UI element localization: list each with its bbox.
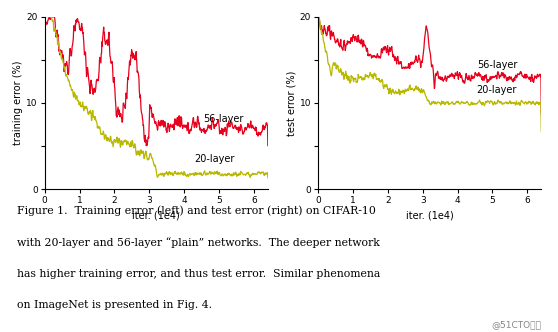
Text: 20-layer: 20-layer [195, 154, 235, 164]
Text: has higher training error, and thus test error.  Similar phenomena: has higher training error, and thus test… [17, 269, 380, 279]
X-axis label: iter. (1e4): iter. (1e4) [132, 211, 180, 221]
Text: on ImageNet is presented in Fig. 4.: on ImageNet is presented in Fig. 4. [17, 300, 211, 310]
Y-axis label: test error (%): test error (%) [287, 70, 297, 135]
Text: 56-layer: 56-layer [477, 60, 517, 70]
Y-axis label: training error (%): training error (%) [13, 61, 23, 145]
Text: 20-layer: 20-layer [477, 85, 517, 95]
Text: Figure 1.  Training error (left) and test error (right) on CIFAR-10: Figure 1. Training error (left) and test… [17, 206, 376, 216]
Text: @51CTO博客: @51CTO博客 [492, 320, 541, 329]
Text: 56-layer: 56-layer [203, 114, 244, 124]
X-axis label: iter. (1e4): iter. (1e4) [406, 211, 454, 221]
Text: with 20-layer and 56-layer “plain” networks.  The deeper network: with 20-layer and 56-layer “plain” netwo… [17, 237, 379, 248]
